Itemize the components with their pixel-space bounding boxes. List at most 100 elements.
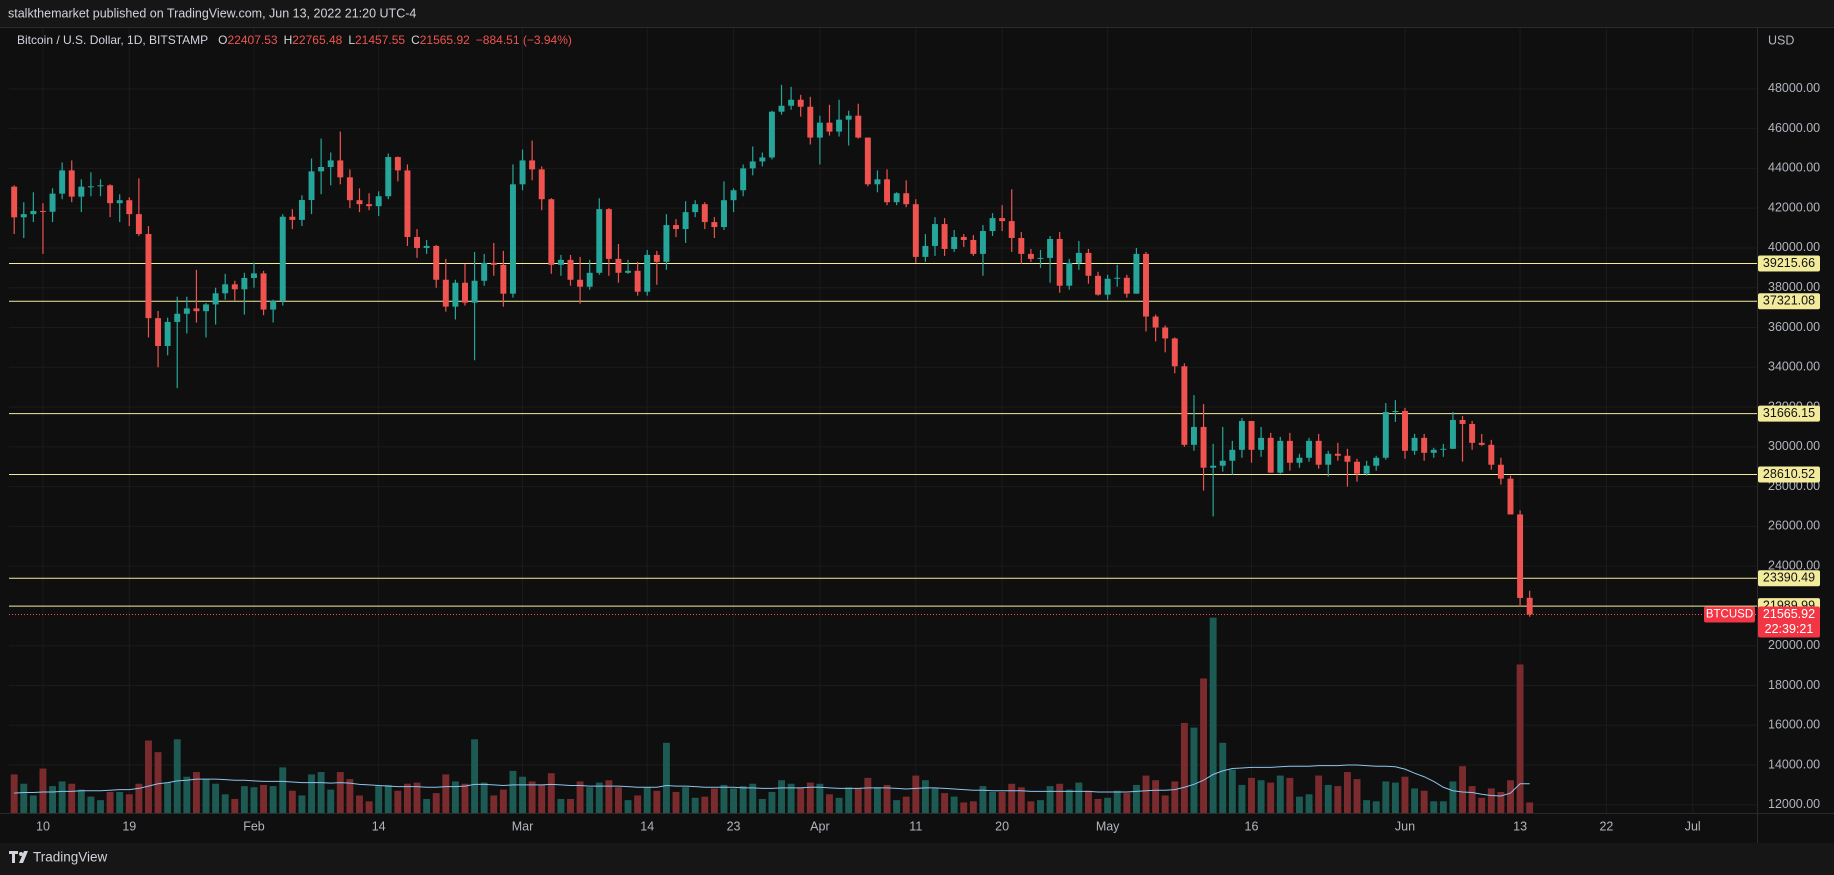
volume-bar bbox=[384, 784, 392, 813]
volume-bar bbox=[97, 800, 104, 813]
volume-bar bbox=[873, 787, 881, 813]
candle-body bbox=[433, 245, 440, 280]
candle-body bbox=[1238, 420, 1245, 450]
candle-body bbox=[1162, 327, 1169, 339]
legend: Bitcoin / U.S. Dollar, 1D, BITSTAMP O2240… bbox=[17, 33, 572, 47]
candle-body bbox=[279, 216, 286, 302]
volume-bar bbox=[49, 786, 56, 813]
candle-body bbox=[1306, 440, 1313, 458]
x-tick-label: 22 bbox=[1599, 819, 1613, 833]
candle-body bbox=[1402, 411, 1408, 451]
volume-bar bbox=[710, 788, 718, 813]
volume-bar bbox=[461, 783, 469, 813]
volume-bar bbox=[1113, 790, 1121, 813]
candle-body bbox=[308, 171, 315, 201]
candle-body bbox=[1440, 448, 1447, 450]
candle-body bbox=[423, 245, 430, 248]
candle-body bbox=[1488, 444, 1495, 465]
candle-body bbox=[634, 270, 641, 292]
candle-body bbox=[816, 122, 823, 138]
volume-bar bbox=[29, 795, 37, 813]
volume-bar bbox=[269, 786, 277, 813]
volume-bar bbox=[279, 767, 287, 813]
volume-bar bbox=[87, 796, 95, 813]
y-tick-label: 42000.00 bbox=[1768, 200, 1820, 214]
candle-body bbox=[490, 262, 497, 265]
candle-body bbox=[270, 301, 277, 310]
candle-body bbox=[778, 105, 785, 112]
candle-body bbox=[932, 224, 938, 246]
candle-body bbox=[1133, 253, 1140, 294]
y-tick-label: 48000.00 bbox=[1768, 81, 1820, 95]
low-value: 21457.55 bbox=[355, 33, 405, 47]
candle-body bbox=[1075, 252, 1082, 263]
candle-body bbox=[1325, 453, 1332, 465]
volume-bar bbox=[778, 780, 785, 813]
candle-body bbox=[1171, 338, 1178, 367]
x-tick-label: Feb bbox=[243, 819, 265, 833]
volume-bar bbox=[1401, 776, 1409, 813]
candle-body bbox=[701, 204, 708, 223]
candle-body bbox=[126, 200, 133, 215]
volume-bar bbox=[912, 775, 920, 813]
volume-bar bbox=[1085, 790, 1092, 813]
volume-bar bbox=[1468, 786, 1476, 813]
y-tick-label: 20000.00 bbox=[1768, 638, 1820, 652]
candle-body bbox=[884, 179, 891, 203]
candle-body bbox=[644, 254, 651, 292]
candle-body bbox=[1181, 366, 1188, 445]
candle-body bbox=[1421, 437, 1428, 453]
candle-body bbox=[78, 186, 85, 197]
price-tag: 21565.92 bbox=[1763, 607, 1815, 621]
level-tag-label: 23390.49 bbox=[1763, 571, 1815, 585]
level-tag bbox=[1758, 255, 1820, 272]
volume-bar bbox=[145, 740, 152, 813]
volume-bar bbox=[634, 795, 642, 813]
candle-body bbox=[260, 273, 267, 310]
candle-body bbox=[519, 160, 526, 185]
x-tick-label: 23 bbox=[727, 819, 741, 833]
candle-body bbox=[385, 157, 392, 197]
candle-body bbox=[1315, 440, 1322, 465]
x-tick-label: 14 bbox=[640, 819, 654, 833]
candle-body bbox=[951, 237, 958, 249]
candle-body bbox=[481, 262, 488, 281]
candle-body bbox=[500, 264, 507, 294]
volume-bar bbox=[701, 796, 709, 813]
candle-body bbox=[135, 214, 142, 235]
candle-body bbox=[999, 218, 1006, 222]
volume-bar bbox=[845, 787, 853, 813]
candle-body bbox=[864, 137, 871, 185]
volume-bar bbox=[1276, 775, 1284, 813]
candle-body bbox=[1517, 514, 1524, 598]
volume-bar bbox=[902, 796, 910, 813]
level-tag bbox=[1758, 405, 1820, 422]
volume-bar bbox=[662, 742, 670, 813]
volume-bar bbox=[989, 791, 996, 813]
candle-body bbox=[11, 186, 18, 218]
volume-bar bbox=[806, 782, 814, 813]
candle-body bbox=[1056, 238, 1063, 286]
volume-bar bbox=[250, 787, 258, 813]
candle-body bbox=[711, 222, 718, 228]
candle-body bbox=[893, 193, 900, 203]
candle-body bbox=[462, 282, 468, 303]
volume-bar bbox=[1267, 782, 1275, 813]
candle-body bbox=[404, 170, 411, 238]
candle-body bbox=[759, 157, 766, 162]
candle-body bbox=[1027, 253, 1034, 259]
volume-bar bbox=[202, 779, 210, 813]
candle-body bbox=[605, 209, 612, 259]
volume-bar bbox=[1382, 781, 1390, 813]
candle-body bbox=[366, 204, 373, 207]
candle-body bbox=[922, 245, 929, 257]
low-label: L bbox=[348, 33, 355, 47]
candle-body bbox=[68, 170, 75, 197]
volume-bar bbox=[1017, 787, 1025, 813]
volume-bar bbox=[1200, 678, 1208, 813]
candle-body bbox=[318, 166, 325, 172]
top-bar bbox=[0, 0, 1834, 27]
volume-bar bbox=[260, 784, 268, 813]
volume-bar bbox=[442, 774, 450, 813]
candle-body bbox=[241, 277, 248, 290]
